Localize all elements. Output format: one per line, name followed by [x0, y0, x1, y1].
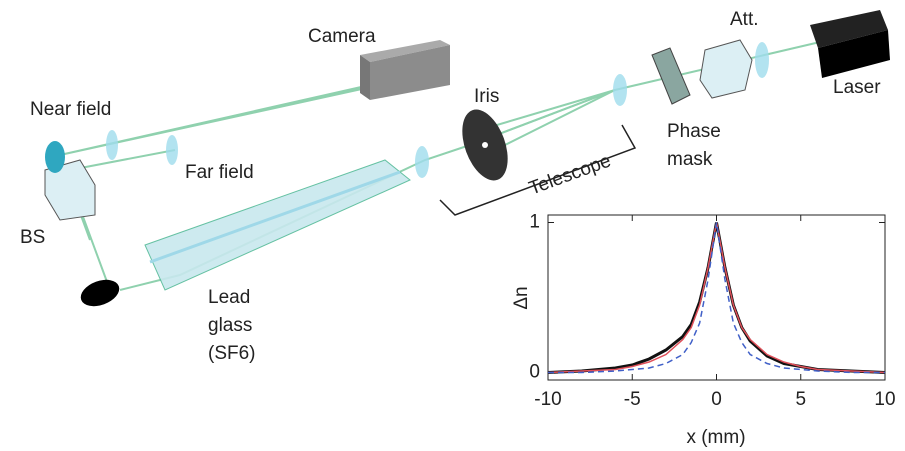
label: glass — [208, 315, 252, 336]
mirror — [77, 275, 123, 311]
lens — [415, 146, 429, 178]
label: Att. — [730, 9, 759, 30]
x-tick-label: -5 — [624, 389, 641, 410]
label: Lead — [208, 287, 250, 308]
label: Iris — [474, 86, 499, 107]
phase-mask — [652, 48, 690, 104]
lens — [755, 42, 769, 78]
x-tick-label: 5 — [795, 389, 806, 410]
x-axis-label: x (mm) — [686, 427, 745, 448]
plot-frame — [548, 215, 885, 380]
label: Phase — [667, 121, 721, 142]
lens — [613, 74, 627, 106]
x-tick-label: 10 — [874, 389, 895, 410]
lens — [106, 130, 118, 160]
label: Telescope — [526, 150, 614, 199]
label: Near field — [30, 99, 111, 120]
y-tick-label: 1 — [529, 212, 540, 233]
x-tick-label: 0 — [711, 389, 722, 410]
label: BS — [20, 227, 45, 248]
label: Camera — [308, 26, 376, 47]
label: mask — [667, 149, 713, 170]
label: (SF6) — [208, 343, 256, 364]
y-tick-label: 0 — [529, 362, 540, 383]
mirror — [45, 141, 65, 173]
figure: Camera Att. Laser Near field Iris Phase … — [0, 0, 905, 451]
lead-glass-beam — [150, 172, 400, 262]
iris-aperture — [482, 142, 488, 148]
attenuator — [700, 40, 752, 98]
x-tick-label: -10 — [534, 389, 561, 410]
label: Far field — [185, 162, 254, 183]
lens — [166, 135, 178, 165]
y-axis-label: Δn — [511, 286, 532, 309]
camera — [360, 55, 370, 100]
label: Laser — [833, 77, 881, 98]
inset-chart: x (mm) Δn -10 -5 0 5 10 0 1 — [511, 212, 896, 449]
